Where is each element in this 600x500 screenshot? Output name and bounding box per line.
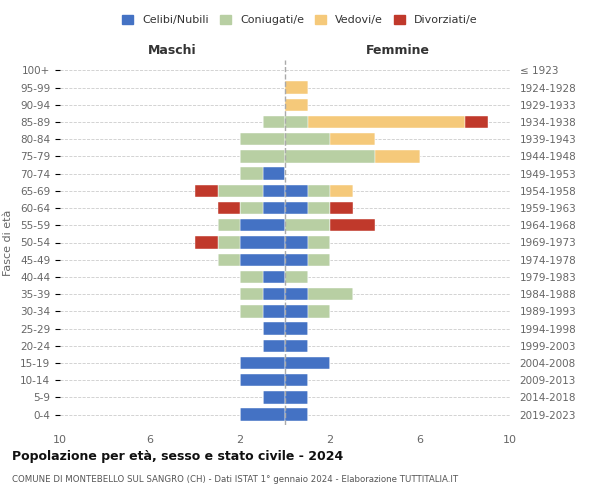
Bar bbox=[285, 374, 308, 386]
Bar bbox=[285, 202, 308, 214]
Bar bbox=[465, 116, 487, 128]
Bar bbox=[240, 150, 285, 162]
Bar bbox=[240, 254, 285, 266]
Bar bbox=[285, 340, 308, 352]
Bar bbox=[285, 408, 308, 421]
Bar bbox=[195, 184, 218, 197]
Bar bbox=[285, 322, 308, 335]
Bar bbox=[240, 168, 263, 180]
Bar bbox=[285, 116, 308, 128]
Bar bbox=[330, 202, 353, 214]
Bar bbox=[240, 374, 285, 386]
Bar bbox=[285, 150, 375, 162]
Bar bbox=[285, 270, 308, 283]
Bar bbox=[308, 184, 330, 197]
Bar bbox=[285, 305, 308, 318]
Text: Popolazione per età, sesso e stato civile - 2024: Popolazione per età, sesso e stato civil… bbox=[12, 450, 343, 463]
Bar bbox=[263, 340, 285, 352]
Bar bbox=[285, 133, 330, 145]
Bar bbox=[285, 288, 308, 300]
Bar bbox=[218, 184, 263, 197]
Bar bbox=[218, 202, 240, 214]
Bar bbox=[240, 288, 263, 300]
Bar bbox=[240, 236, 285, 248]
Bar bbox=[285, 82, 308, 94]
Bar bbox=[308, 236, 330, 248]
Legend: Celibi/Nubili, Coniugati/e, Vedovi/e, Divorziati/e: Celibi/Nubili, Coniugati/e, Vedovi/e, Di… bbox=[118, 10, 482, 30]
Bar bbox=[330, 219, 375, 232]
Bar bbox=[285, 254, 308, 266]
Bar bbox=[285, 219, 330, 232]
Bar bbox=[285, 357, 330, 369]
Bar bbox=[308, 202, 330, 214]
Bar bbox=[285, 98, 308, 111]
Bar bbox=[330, 133, 375, 145]
Bar bbox=[240, 305, 263, 318]
Bar bbox=[240, 133, 285, 145]
Bar bbox=[263, 392, 285, 404]
Y-axis label: Fasce di età: Fasce di età bbox=[3, 210, 13, 276]
Bar bbox=[263, 288, 285, 300]
Bar bbox=[285, 392, 308, 404]
Bar bbox=[240, 270, 263, 283]
Text: Maschi: Maschi bbox=[148, 44, 197, 58]
Bar bbox=[263, 305, 285, 318]
Bar bbox=[375, 150, 420, 162]
Bar bbox=[263, 270, 285, 283]
Bar bbox=[263, 202, 285, 214]
Bar bbox=[240, 219, 285, 232]
Bar bbox=[240, 408, 285, 421]
Bar bbox=[308, 254, 330, 266]
Bar bbox=[218, 219, 240, 232]
Bar bbox=[308, 305, 330, 318]
Bar bbox=[195, 236, 218, 248]
Bar bbox=[240, 202, 263, 214]
Bar bbox=[263, 184, 285, 197]
Bar bbox=[263, 116, 285, 128]
Bar bbox=[263, 168, 285, 180]
Bar bbox=[308, 116, 465, 128]
Text: COMUNE DI MONTEBELLO SUL SANGRO (CH) - Dati ISTAT 1° gennaio 2024 - Elaborazione: COMUNE DI MONTEBELLO SUL SANGRO (CH) - D… bbox=[12, 475, 458, 484]
Bar bbox=[308, 288, 353, 300]
Bar bbox=[263, 322, 285, 335]
Text: Femmine: Femmine bbox=[365, 44, 430, 58]
Bar bbox=[240, 357, 285, 369]
Bar bbox=[285, 236, 308, 248]
Bar bbox=[218, 236, 240, 248]
Bar bbox=[285, 184, 308, 197]
Bar bbox=[330, 184, 353, 197]
Bar bbox=[218, 254, 240, 266]
